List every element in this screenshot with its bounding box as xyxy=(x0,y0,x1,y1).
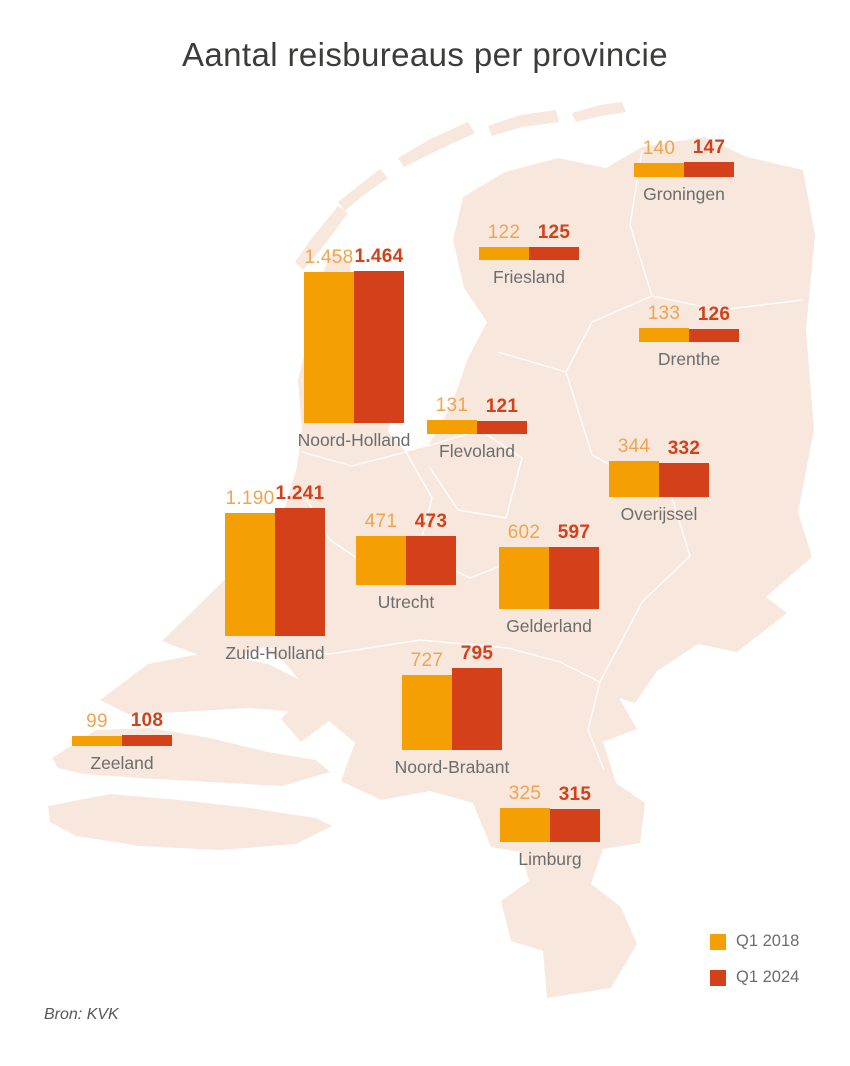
value-q1-2018-overijssel: 344 xyxy=(617,436,651,457)
legend-item-q1-2018: Q1 2018 xyxy=(710,932,799,951)
legend-label-q1-2024: Q1 2024 xyxy=(736,968,800,986)
bar-q1-2018-limburg xyxy=(500,808,550,842)
bar-q1-2024-flevoland xyxy=(477,421,527,434)
bar-q1-2018-gelderland xyxy=(499,547,549,609)
value-q1-2018-noord-holland: 1.458 xyxy=(304,247,354,268)
map-island-zeeland-north xyxy=(100,652,352,714)
value-q1-2024-noord-brabant: 795 xyxy=(460,643,494,664)
province-label-gelderland: Gelderland xyxy=(506,616,592,636)
legend: Q1 2018 Q1 2024 xyxy=(710,932,799,987)
map-island-terschelling xyxy=(398,122,475,167)
value-q1-2024-noord-holland: 1.464 xyxy=(354,246,404,267)
value-q1-2018-drenthe: 133 xyxy=(647,303,681,324)
bar-q1-2024-gelderland xyxy=(549,547,599,609)
bar-q1-2018-utrecht xyxy=(356,536,406,585)
value-q1-2018-gelderland: 602 xyxy=(507,522,541,543)
map-province-border xyxy=(261,639,601,683)
bar-q1-2024-zuid-holland xyxy=(275,508,325,636)
legend-swatch-q1-2024-icon xyxy=(710,969,726,986)
map-island-zeeland-south xyxy=(48,794,332,850)
bar-q1-2018-drenthe xyxy=(639,328,689,342)
legend-label-q1-2018: Q1 2018 xyxy=(736,932,800,950)
legend-item-q1-2024: Q1 2024 xyxy=(710,968,799,987)
value-q1-2024-limburg: 315 xyxy=(558,784,592,805)
value-q1-2024-friesland: 125 xyxy=(537,222,571,243)
province-label-utrecht: Utrecht xyxy=(377,592,435,612)
value-q1-2024-flevoland: 121 xyxy=(485,396,519,417)
value-q1-2018-groningen: 140 xyxy=(642,138,676,159)
bar-q1-2024-drenthe xyxy=(689,329,739,342)
value-q1-2024-gelderland: 597 xyxy=(557,522,591,543)
map-island-texel xyxy=(295,206,348,270)
province-label-zeeland: Zeeland xyxy=(90,753,154,773)
bar-q1-2024-overijssel xyxy=(659,463,709,497)
source-credit: Bron: KVK xyxy=(44,1006,119,1023)
bar-q1-2024-zeeland xyxy=(122,735,172,746)
province-label-friesland: Friesland xyxy=(493,267,565,287)
map-province-border xyxy=(599,555,691,683)
bar-q1-2024-noord-holland xyxy=(354,271,404,423)
value-q1-2024-drenthe: 126 xyxy=(697,304,731,325)
province-label-drenthe: Drenthe xyxy=(657,349,721,369)
bar-q1-2018-noord-brabant xyxy=(402,675,452,750)
value-q1-2018-limburg: 325 xyxy=(508,783,542,804)
province-label-overijssel: Overijssel xyxy=(620,504,698,524)
bar-q1-2024-utrecht xyxy=(406,536,456,585)
legend-swatch-q1-2018-icon xyxy=(710,933,726,950)
bar-q1-2024-limburg xyxy=(550,809,600,842)
value-q1-2018-zuid-holland: 1.190 xyxy=(225,488,275,509)
bar-q1-2018-zeeland xyxy=(72,736,122,746)
map-island-vlieland xyxy=(338,169,388,211)
province-label-noord-holland: Noord-Holland xyxy=(297,430,411,450)
bar-q1-2024-groningen xyxy=(684,162,734,177)
value-q1-2024-groningen: 147 xyxy=(692,137,726,158)
value-q1-2018-friesland: 122 xyxy=(487,222,521,243)
bar-q1-2024-noord-brabant xyxy=(452,668,502,750)
bar-q1-2018-friesland xyxy=(479,247,529,260)
bar-q1-2024-friesland xyxy=(529,247,579,260)
value-q1-2018-utrecht: 471 xyxy=(364,511,398,532)
province-label-zuid-holland: Zuid-Holland xyxy=(225,643,325,663)
value-q1-2018-flevoland: 131 xyxy=(435,395,469,416)
page-title: Aantal reisbureaus per provincie xyxy=(181,36,669,73)
bar-q1-2018-noord-holland xyxy=(304,272,354,423)
value-q1-2018-noord-brabant: 727 xyxy=(410,650,444,671)
value-q1-2024-zuid-holland: 1.241 xyxy=(275,483,325,504)
map-province-border xyxy=(497,295,804,373)
province-label-noord-brabant: Noord-Brabant xyxy=(394,757,510,777)
value-q1-2024-overijssel: 332 xyxy=(667,438,701,459)
value-q1-2024-zeeland: 108 xyxy=(130,710,164,731)
province-label-flevoland: Flevoland xyxy=(439,441,515,461)
value-q1-2024-utrecht: 473 xyxy=(414,511,448,532)
bar-q1-2018-overijssel xyxy=(609,461,659,497)
value-q1-2018-zeeland: 99 xyxy=(86,711,108,732)
map-province-border xyxy=(301,451,407,467)
province-label-groningen: Groningen xyxy=(643,184,725,204)
bar-q1-2018-groningen xyxy=(634,163,684,177)
map-province-border xyxy=(587,681,605,771)
map-island-ameland xyxy=(488,110,559,136)
bar-q1-2018-flevoland xyxy=(427,420,477,434)
province-label-limburg: Limburg xyxy=(518,849,582,869)
bar-q1-2018-zuid-holland xyxy=(225,513,275,636)
map-island-schiermonnikoog xyxy=(572,102,626,122)
